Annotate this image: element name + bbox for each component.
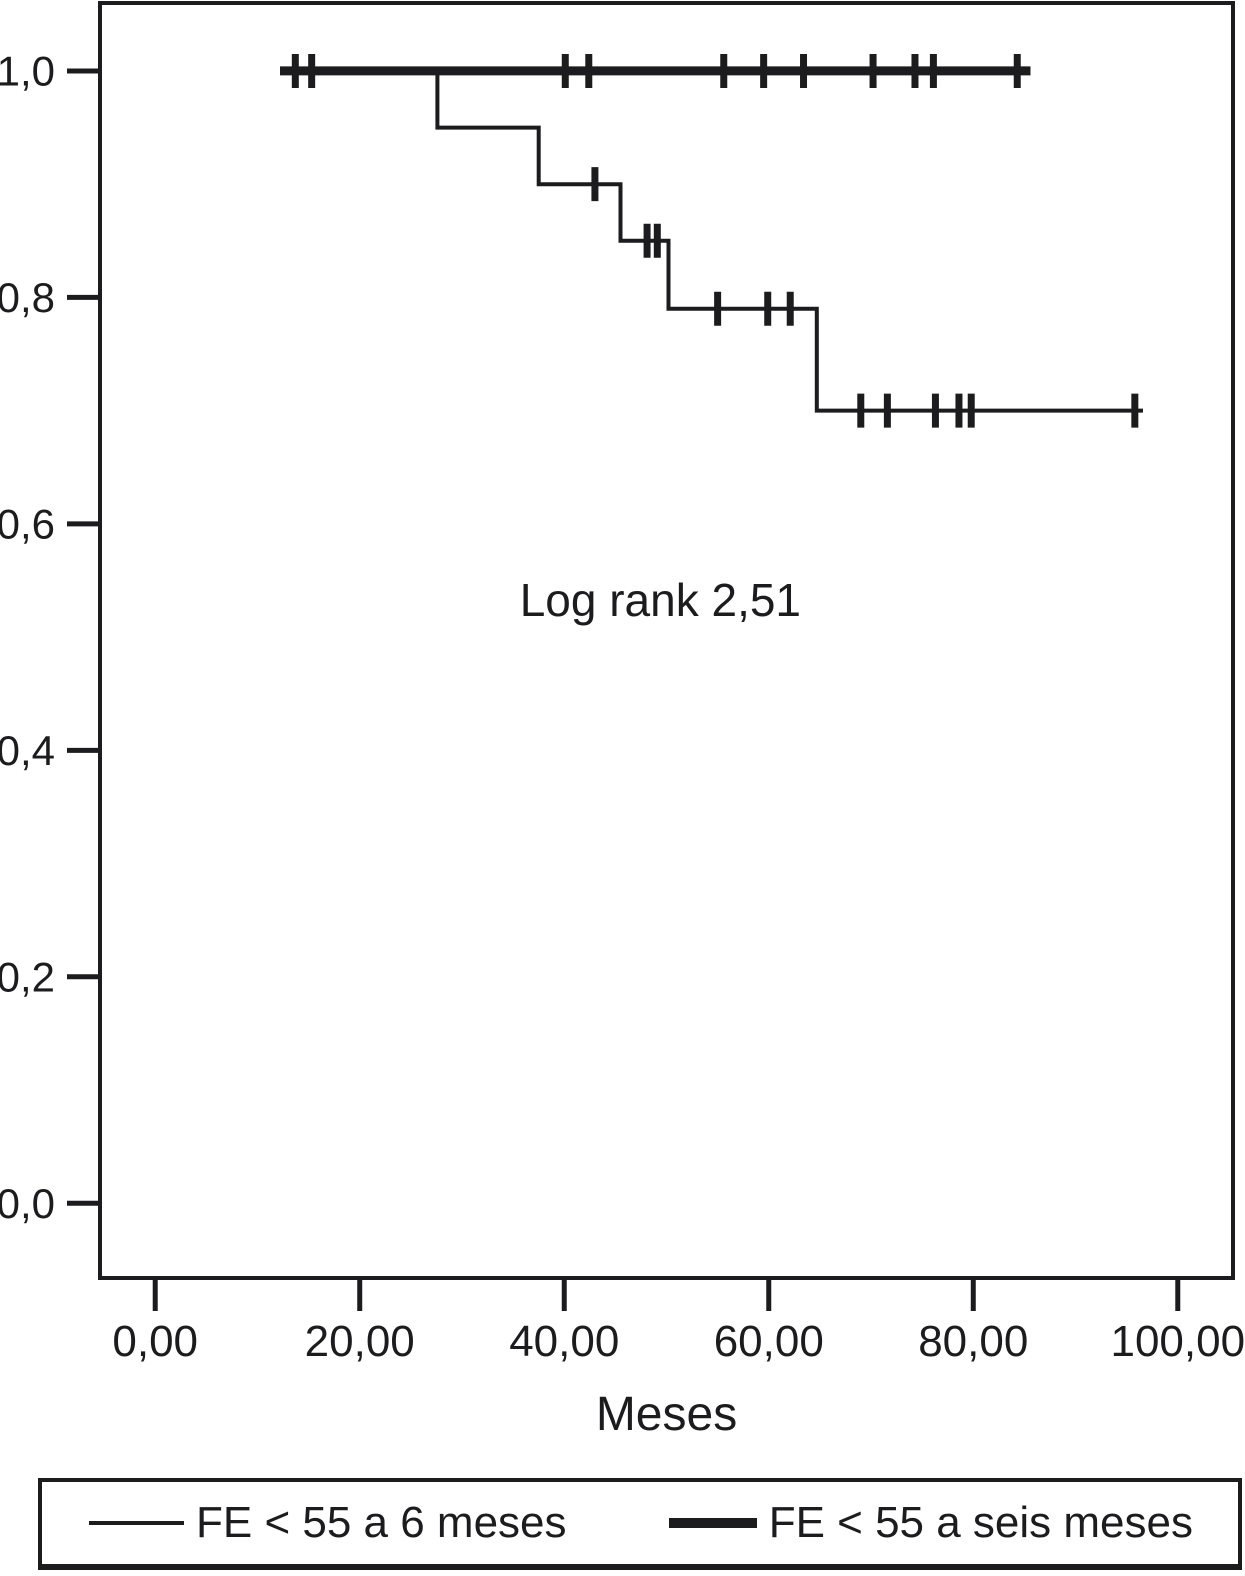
survival-step-curve bbox=[280, 68, 1143, 413]
legend-label-fe55-seis-meses: FE < 55 a seis meses bbox=[768, 1498, 1193, 1547]
y-axis-tick-label: 0,8 bbox=[0, 274, 55, 321]
x-axis-tick-label: 100,00 bbox=[1110, 1317, 1245, 1366]
series-fe55-seis-meses bbox=[280, 53, 1031, 88]
thick-line-swatch bbox=[668, 1518, 757, 1528]
x-axis-tick-label: 80,00 bbox=[918, 1317, 1028, 1366]
x-axis-tick-label: 0,00 bbox=[112, 1317, 198, 1366]
x-axis-tick-label: 60,00 bbox=[714, 1317, 824, 1366]
legend-label-fe55-6-meses: FE < 55 a 6 meses bbox=[196, 1498, 567, 1547]
x-axis-tick-label: 40,00 bbox=[509, 1317, 619, 1366]
y-axis-tick-label: 0,6 bbox=[0, 501, 55, 548]
y-axis-tick-label: 0,4 bbox=[0, 727, 55, 774]
legend-item-fe55-seis-meses: FE < 55 a seis meses bbox=[668, 1498, 1193, 1547]
plot-frame bbox=[98, 1, 1235, 1280]
thin-line-swatch bbox=[89, 1521, 184, 1525]
x-axis-tick-label: 20,00 bbox=[305, 1317, 415, 1366]
legend: FE < 55 a 6 meses FE < 55 a seis meses bbox=[38, 1478, 1242, 1570]
y-axis-tick-label: 1,0 bbox=[0, 48, 55, 95]
y-axis-tick-label: 0,0 bbox=[0, 1180, 55, 1227]
x-axis-title: Meses bbox=[596, 1388, 737, 1441]
legend-item-fe55-6-meses: FE < 55 a 6 meses bbox=[89, 1501, 567, 1545]
y-axis-tick-label: 0,2 bbox=[0, 954, 55, 1001]
series-fe55-6-meses bbox=[280, 68, 1143, 428]
log-rank-annotation: Log rank 2,51 bbox=[520, 574, 801, 626]
survival-chart: 0,0 0,2 0,4 0,6 0,8 1,0 0,00 20,00 40,00 60,00 80,… bbox=[0, 1, 1245, 1441]
